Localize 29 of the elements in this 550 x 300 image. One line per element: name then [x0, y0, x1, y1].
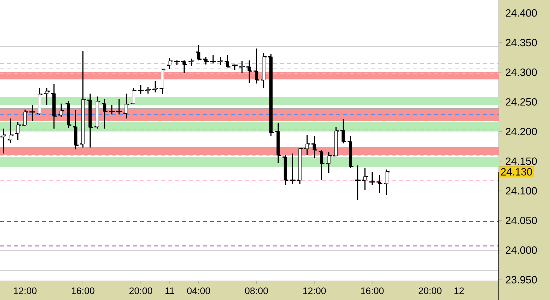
x-tick-label: 12	[454, 288, 464, 294]
candlestick	[274, 122, 282, 164]
y-tick-label: 23.950	[506, 276, 538, 284]
y-tick-label: 24.150	[506, 158, 538, 166]
candlestick	[50, 84, 58, 130]
candlestick	[72, 110, 80, 150]
y-tick-label: 24.300	[506, 68, 538, 76]
x-tick-label: 08:00	[245, 288, 268, 294]
x-tick-label: 04:00	[187, 288, 210, 294]
x-tick-label: 20:00	[130, 288, 152, 294]
y-tick-label: 24.350	[506, 39, 538, 47]
x-tick-label: 12:00	[303, 288, 326, 294]
candlestick	[188, 58, 196, 67]
candlestick	[7, 118, 14, 144]
x-tick-label: 11	[166, 288, 174, 294]
candlestick	[0, 128, 8, 154]
x-tick-label: 12:00	[14, 288, 37, 294]
x-tick-label: 20:00	[418, 288, 442, 294]
text: 24.130	[501, 168, 532, 176]
y-tick-label: 24.000	[506, 246, 538, 254]
y-tick-label: 24.400	[506, 10, 538, 17]
y-tick-label: 24.250	[506, 98, 538, 106]
candlestick	[58, 103, 65, 118]
y-tick-label: 24.050	[506, 217, 538, 224]
candlestick	[65, 101, 72, 129]
x-tick-label: 16:00	[72, 288, 95, 294]
x-tick-label: 16:00	[361, 288, 384, 294]
y-tick-label: 24.100	[506, 187, 538, 195]
y-tick-label: 24.200	[506, 128, 538, 136]
